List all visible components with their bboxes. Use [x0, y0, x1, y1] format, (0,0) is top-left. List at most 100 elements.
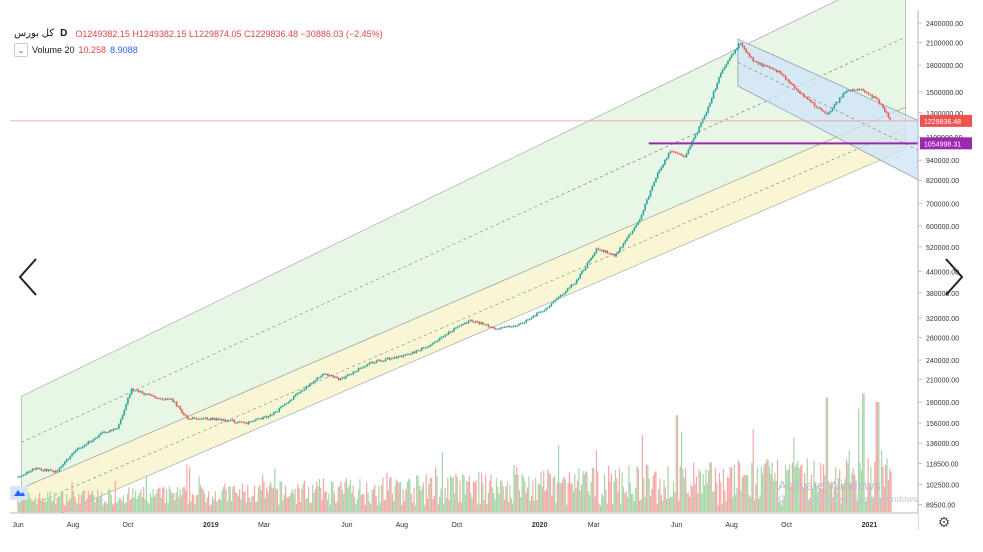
volume-bar [117, 501, 119, 512]
chevron-right-icon[interactable] [938, 255, 968, 299]
candle [783, 74, 785, 76]
gear-icon[interactable]: ⚙ [937, 514, 951, 530]
candle [568, 287, 571, 289]
volume-bar [178, 497, 180, 512]
volume-bar [362, 493, 364, 512]
volume-bar [647, 465, 649, 512]
volume-bar [775, 480, 777, 512]
volume-bar [525, 492, 527, 512]
candle [874, 96, 877, 99]
candle [399, 355, 401, 357]
volume-bar [559, 483, 561, 512]
candle [462, 324, 464, 325]
candle [792, 84, 794, 86]
candle [195, 418, 198, 420]
volume-bar [617, 491, 619, 512]
candle [838, 97, 841, 103]
volume-bar [529, 500, 531, 512]
volume-bar [737, 460, 739, 512]
candle [98, 434, 100, 438]
volume-bar [567, 482, 569, 512]
cloud-logo-icon[interactable] [10, 486, 28, 500]
candle [647, 196, 650, 200]
candle [249, 421, 252, 423]
volume-bar [395, 479, 398, 512]
y-tick-label: 210000.00 [926, 378, 959, 385]
candle [559, 295, 562, 297]
candle [100, 433, 102, 435]
candle [101, 431, 104, 434]
candle [69, 456, 72, 459]
y-tick-label: 2100000.00 [926, 41, 963, 48]
volume-bar [476, 504, 479, 512]
chevron-left-icon[interactable] [14, 255, 44, 299]
volume-bar [49, 491, 52, 512]
volume-bar [613, 481, 615, 512]
volume-bar [787, 469, 789, 512]
candle [375, 360, 378, 363]
volume-bar [401, 504, 403, 512]
candle [678, 153, 681, 155]
candle [24, 474, 27, 475]
volume-bar [778, 501, 780, 512]
candle [723, 67, 726, 70]
candle [804, 96, 807, 98]
candle [781, 73, 783, 75]
candle [606, 250, 609, 254]
chevron-down-icon[interactable]: ⌄ [14, 43, 28, 57]
volume-bar [526, 487, 529, 512]
candle [795, 88, 798, 90]
candle [592, 255, 594, 259]
volume-bar [421, 486, 423, 512]
volume-bar [494, 499, 496, 512]
volume-bar [620, 504, 622, 512]
candle [136, 390, 138, 392]
candle [864, 90, 866, 93]
candle [152, 395, 154, 397]
candle [846, 90, 848, 93]
y-tick-label: 1500000.00 [926, 90, 963, 97]
volume-bar [290, 492, 292, 512]
volume-bar [879, 497, 881, 512]
volume-bar [402, 489, 404, 512]
candle [395, 356, 398, 358]
symbol-name[interactable]: کل بورس [14, 28, 55, 39]
candle [368, 362, 371, 365]
volume-bar [760, 467, 762, 512]
volume-bar [624, 493, 626, 512]
candle [602, 250, 605, 253]
volume-bar [416, 475, 418, 512]
candle [709, 102, 711, 107]
x-tick-label: Mar [588, 522, 601, 529]
volume-bar [766, 459, 768, 512]
volume-bar [755, 484, 757, 512]
volume-bar [736, 487, 738, 512]
volume-bar [771, 462, 773, 512]
volume-bar [887, 479, 889, 512]
candle [426, 346, 428, 348]
candle [296, 392, 299, 395]
volume-bar [616, 478, 618, 512]
x-tick-label: Aug [725, 522, 738, 529]
candle [586, 262, 589, 268]
volume-bar [645, 464, 648, 512]
candle [541, 311, 544, 313]
volume-bar [544, 491, 546, 512]
watermark-subtitle: Go to Settings to activate Windows. [778, 494, 921, 504]
volume-bar [244, 491, 246, 512]
volume-bar [625, 491, 627, 512]
candle [229, 420, 232, 421]
candle [770, 67, 773, 69]
volume-bar [43, 501, 45, 512]
volume-bar [68, 499, 70, 512]
volume-bar [524, 481, 526, 512]
volume-bar [176, 486, 179, 512]
candle [442, 336, 445, 338]
candle [534, 315, 536, 317]
volume-bar [56, 498, 58, 512]
volume-bar [656, 504, 658, 512]
candle [532, 315, 535, 318]
volume-bar [125, 502, 127, 512]
